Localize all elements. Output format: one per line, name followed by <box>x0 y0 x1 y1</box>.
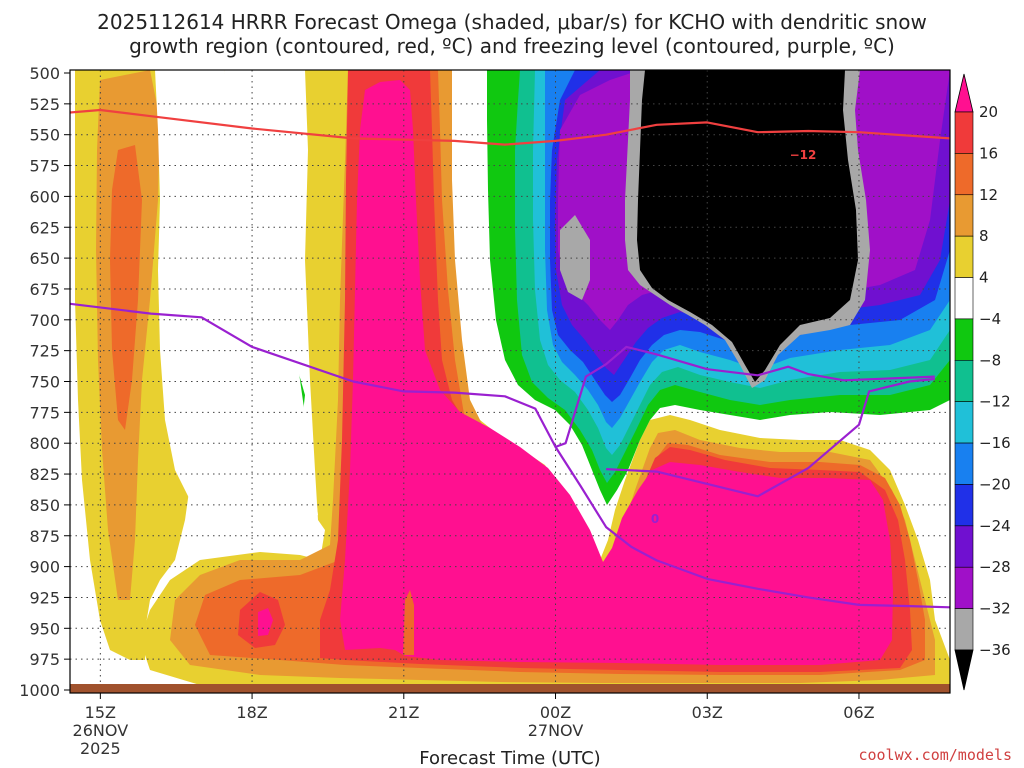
colorbar-label: 8 <box>979 227 989 245</box>
y-tick-label: 575 <box>29 157 60 176</box>
y-tick-label: 900 <box>29 558 60 577</box>
y-tick-label: 800 <box>29 434 60 453</box>
colorbar-label: −20 <box>979 475 1011 493</box>
contour-line <box>70 302 935 448</box>
y-tick-label: 650 <box>29 249 60 268</box>
y-tick-label: 1000 <box>19 681 60 700</box>
chart-title-line2: growth region (contoured, red, ºC) and f… <box>129 34 895 58</box>
omega-white-gap-right <box>195 70 318 545</box>
contour-label-dendritic: −12 <box>790 148 817 162</box>
omega-shading <box>75 70 950 690</box>
x-tick-label: 06Z <box>843 703 874 722</box>
colorbar-bin <box>954 566 974 609</box>
y-tick-label: 700 <box>29 311 60 330</box>
colorbar-label: −28 <box>979 558 1011 576</box>
colorbar-bin <box>954 525 974 568</box>
y-tick-label: 925 <box>29 588 60 607</box>
y-tick-label: 975 <box>29 650 60 669</box>
colorbar-bin <box>954 153 974 196</box>
y-tick-label: 825 <box>29 465 60 484</box>
y-tick-label: 525 <box>29 95 60 114</box>
y-tick-label: 750 <box>29 373 60 392</box>
omega-fill-magenta-18z <box>258 608 273 636</box>
x-tick-label: 03Z <box>692 703 723 722</box>
colorbar-bin <box>954 360 974 402</box>
colorbar-label: −4 <box>979 310 1001 328</box>
y-tick-label: 550 <box>29 126 60 145</box>
colorbar-label: −36 <box>979 641 1011 659</box>
y-tick-label: 500 <box>29 64 60 83</box>
colorbar-bin <box>954 608 974 651</box>
colorbar-label: −32 <box>979 600 1011 618</box>
colorbar-bottom-arrow <box>954 649 974 691</box>
x-tick-label: 00Z <box>540 703 571 722</box>
y-tick-label: 950 <box>29 619 60 638</box>
x-axis-label: Forecast Time (UTC) <box>419 748 600 768</box>
x-tick-year: 2025 <box>80 739 121 758</box>
y-tick-label: 675 <box>29 280 60 299</box>
colorbar-label: −24 <box>979 517 1011 535</box>
colorbar-bin <box>954 484 974 527</box>
colorbar-bin <box>954 401 974 444</box>
colorbar-bin <box>954 194 974 237</box>
colorbar-label: 20 <box>979 103 998 121</box>
colorbar-label: 16 <box>979 144 998 162</box>
omega-fill-magenta-main <box>340 80 893 665</box>
colorbar-bin <box>954 277 974 320</box>
colorbar-bin <box>954 235 974 278</box>
y-tick-label: 850 <box>29 496 60 515</box>
x-tick-label: 15Z <box>85 703 116 722</box>
y-tick-label: 775 <box>29 403 60 422</box>
omega-fill-black-core <box>637 70 858 382</box>
omega-fill-darkorange-left <box>110 145 142 430</box>
plot-area <box>70 70 950 693</box>
colorbar-bin <box>954 111 974 154</box>
contour-line <box>70 108 950 146</box>
omega-notch-21z <box>403 590 414 655</box>
y-tick-label: 600 <box>29 187 60 206</box>
surface-ground-bar <box>70 684 950 693</box>
colorbar: 20 16 12 8 4 −4 −8 −12 −16 −20 −24 −28 −32 −36 <box>954 73 1011 691</box>
omega-white-gap-left <box>155 70 225 500</box>
y-axis: 500 525 550 575 600 625 650 675 700 725 750 775 800 8… <box>19 64 70 700</box>
colorbar-label: 4 <box>979 269 989 287</box>
gridlines <box>70 70 950 693</box>
contour-line <box>554 446 950 609</box>
colorbar-label: −16 <box>979 434 1011 452</box>
y-tick-label: 875 <box>29 527 60 546</box>
credit-text: coolwx.com/models <box>858 746 1012 764</box>
omega-fill-gray-left <box>560 215 590 300</box>
colorbar-label: −12 <box>979 393 1011 411</box>
colorbar-bin <box>954 318 974 361</box>
contour-lines <box>70 108 950 609</box>
contour-label-freezing: 0 <box>651 512 659 526</box>
colorbar-label: −8 <box>979 351 1001 369</box>
colorbar-bin <box>954 442 974 485</box>
x-tick-label: 21Z <box>388 703 419 722</box>
y-tick-label: 725 <box>29 342 60 361</box>
y-tick-label: 625 <box>29 218 60 237</box>
contour-line <box>606 377 935 498</box>
chart-title-line1: 2025112614 HRRR Forecast Omega (shaded, … <box>97 10 927 34</box>
colorbar-top-arrow <box>954 73 974 113</box>
colorbar-label: 12 <box>979 186 998 204</box>
x-tick-date: 27NOV <box>528 721 584 740</box>
x-tick-date: 26NOV <box>73 721 129 740</box>
x-tick-label: 18Z <box>236 703 267 722</box>
